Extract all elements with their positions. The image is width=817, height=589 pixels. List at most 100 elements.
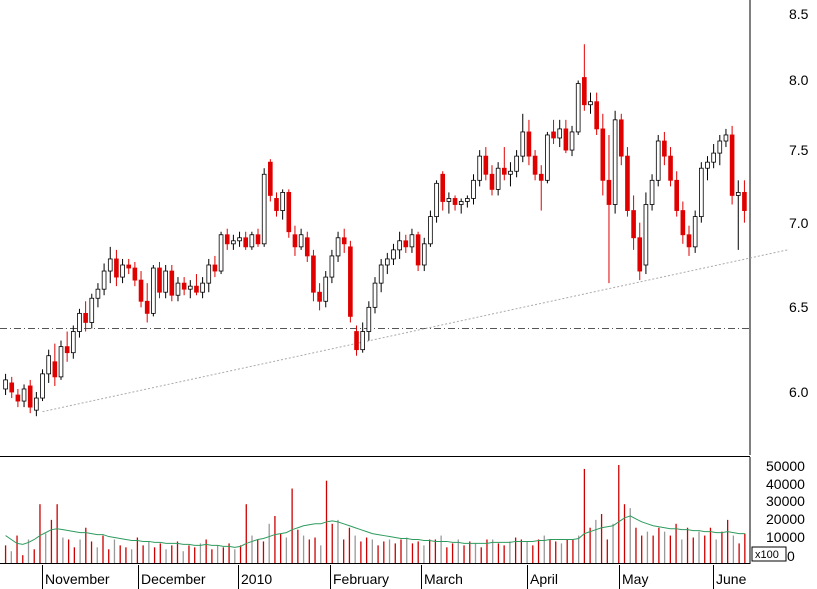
volume-tick-label: 50000	[766, 458, 805, 474]
candle	[194, 274, 199, 296]
candle-body	[132, 267, 138, 281]
candle	[465, 195, 470, 208]
candle	[95, 283, 101, 308]
candle-body	[520, 131, 526, 157]
candle-body	[348, 246, 353, 317]
volume-tick-label: 0	[787, 548, 795, 564]
candle	[458, 198, 464, 214]
candle	[674, 171, 680, 217]
candle-body	[489, 173, 495, 190]
candle	[477, 150, 482, 187]
candle-body	[428, 216, 433, 245]
candle	[181, 277, 187, 296]
candle-body	[508, 170, 513, 175]
candle-body	[292, 234, 298, 248]
candle	[304, 231, 310, 262]
candle-body	[249, 234, 255, 248]
volume-ticks: 50000 40000 30000 20000 10000 0 x100	[751, 458, 805, 564]
candle	[354, 325, 359, 356]
price-tick-label: 6.5	[789, 299, 809, 315]
candle	[649, 174, 655, 211]
candle	[495, 162, 501, 196]
candle-body	[27, 385, 33, 408]
candle-body	[46, 355, 51, 375]
candle	[409, 228, 415, 253]
candle	[120, 258, 125, 284]
candle-body	[471, 179, 476, 199]
volume-tick-label: 40000	[766, 476, 805, 492]
month-label: 2010	[241, 571, 272, 587]
candle-body	[495, 167, 501, 190]
candle-body	[477, 155, 482, 181]
month-label: November	[45, 571, 110, 587]
candle-body	[255, 234, 261, 245]
candle	[532, 150, 538, 181]
candle	[360, 322, 365, 353]
candle-body	[575, 83, 581, 133]
candle	[200, 277, 205, 299]
candle	[415, 231, 421, 272]
candle-body	[126, 264, 132, 269]
candle	[77, 308, 82, 338]
candle	[692, 210, 698, 253]
candle-body	[200, 282, 205, 293]
candle-body	[458, 201, 464, 205]
candle	[187, 280, 193, 299]
volume-bars	[4, 465, 746, 563]
candle	[169, 264, 175, 302]
candle-body	[403, 240, 409, 248]
candle-body	[237, 237, 242, 242]
month-label: December	[141, 571, 206, 587]
candle	[311, 249, 316, 302]
candle	[261, 168, 267, 247]
candle	[83, 301, 88, 332]
candle	[397, 231, 402, 259]
candle-body	[341, 237, 347, 245]
candle	[600, 113, 606, 196]
candle	[107, 246, 113, 284]
candle-body	[465, 198, 470, 202]
candle	[680, 201, 686, 244]
candle-body	[218, 234, 224, 272]
candle	[372, 277, 378, 314]
candle-body	[655, 140, 661, 181]
candle-body	[606, 179, 612, 205]
candle-body	[551, 131, 556, 139]
candle-body	[723, 134, 729, 142]
candle-body	[686, 234, 692, 248]
candle-body	[434, 182, 439, 218]
candle	[249, 231, 255, 250]
candle-body	[600, 128, 606, 181]
trend-line	[42, 249, 788, 413]
candle-body	[206, 264, 212, 284]
candle-body	[120, 264, 125, 278]
candle	[3, 373, 8, 396]
candle	[588, 92, 593, 114]
candle	[551, 119, 556, 145]
candle-body	[378, 264, 384, 284]
candle-body	[169, 270, 175, 296]
candle-body	[163, 270, 168, 293]
candle	[21, 384, 27, 408]
candle-body	[3, 379, 8, 390]
candle-body	[138, 279, 144, 302]
candle	[471, 174, 476, 205]
candle	[699, 162, 704, 223]
candle-body	[231, 240, 236, 245]
month-label: February	[333, 571, 389, 587]
candle	[157, 261, 162, 299]
candle	[224, 228, 230, 250]
candle-body	[735, 192, 741, 196]
candle	[514, 150, 519, 178]
candle-body	[692, 216, 698, 248]
candle	[27, 379, 33, 414]
month-separators	[42, 565, 714, 589]
month-axis: November December 2010 February March Ap…	[42, 565, 747, 589]
candle-body	[151, 267, 156, 314]
candle-body	[323, 276, 329, 302]
candle	[286, 189, 292, 238]
candle	[686, 225, 692, 256]
candle	[594, 92, 599, 135]
candle-body	[9, 382, 15, 393]
